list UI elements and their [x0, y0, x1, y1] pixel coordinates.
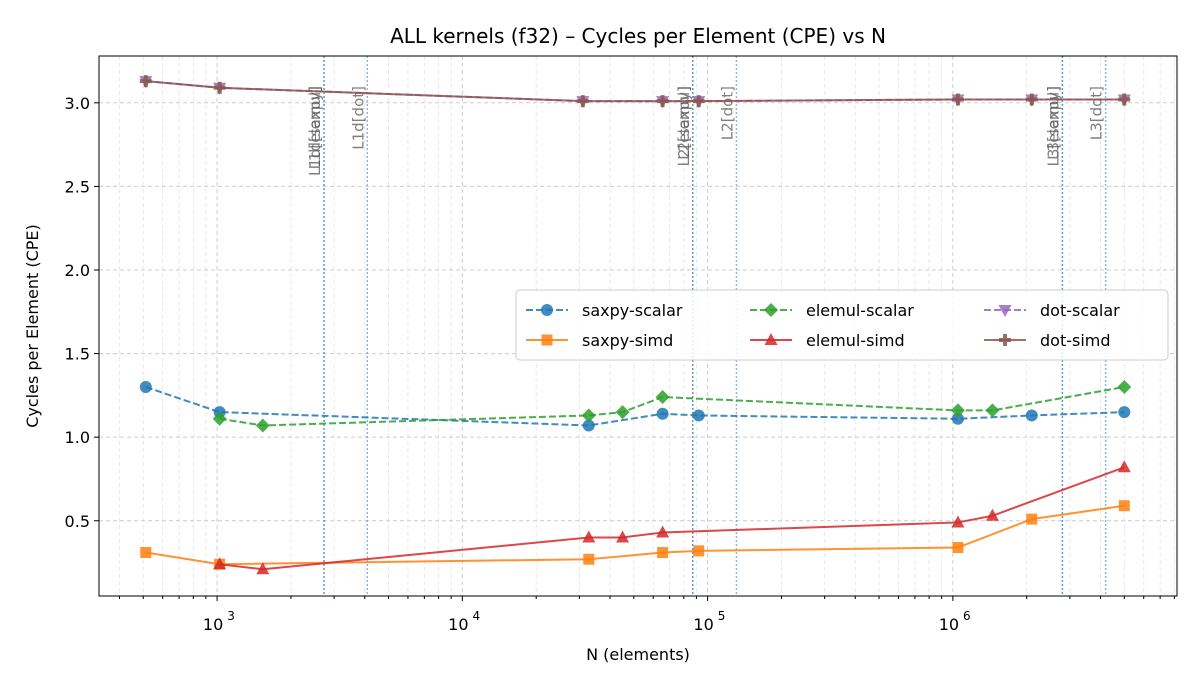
- data-point: [615, 405, 630, 420]
- data-point: [656, 95, 669, 108]
- legend-marker: [541, 304, 553, 316]
- legend-entry: saxpy-scalar: [526, 301, 683, 320]
- series: [139, 75, 1132, 575]
- series-saxpy-simd: [140, 500, 1130, 570]
- cache-level-label: L2[dot]: [718, 86, 736, 140]
- y-tick-label: 0.5: [65, 512, 90, 531]
- cache-level-label: L1d[elemul]: [306, 86, 324, 176]
- x-tick-label: 10: [448, 615, 468, 634]
- y-tick-label: 2.5: [65, 177, 90, 196]
- x-tick-exponent: 6: [963, 609, 971, 623]
- cache-lines: L1d[saxpy]L1d[elemul] L1d[dot] L2[saxpy]L2…: [306, 56, 1107, 596]
- data-point: [952, 542, 964, 554]
- legend-label: dot-scalar: [1040, 301, 1120, 320]
- cache-level-label: L2[saxpy]: [675, 86, 693, 160]
- series-line: [145, 386, 1125, 427]
- x-tick-exponent: 4: [473, 609, 481, 623]
- x-tick-label: 10: [693, 615, 713, 634]
- legend-marker: [764, 303, 778, 317]
- series-saxpy-scalar: [139, 381, 1131, 432]
- data-point: [213, 557, 227, 570]
- data-point: [985, 508, 999, 521]
- x-axis-title: N (elements): [586, 645, 690, 664]
- legend-marker: [999, 334, 1011, 346]
- legend-label: elemul-simd: [806, 331, 905, 350]
- x-tick-label: 10: [203, 615, 223, 634]
- chart-title: ALL kernels (f32) – Cycles per Element (…: [390, 24, 886, 48]
- x-tick-label: 10: [939, 615, 959, 634]
- data-point: [256, 562, 270, 575]
- legend-label: dot-simd: [1040, 331, 1111, 350]
- data-point: [1117, 380, 1132, 395]
- series-elemul-scalar: [212, 380, 1132, 433]
- series-elemul-simd: [213, 460, 1131, 575]
- data-point: [1117, 460, 1131, 473]
- data-point: [139, 75, 152, 88]
- data-point: [581, 408, 596, 423]
- series-line: [145, 80, 1125, 103]
- data-point: [656, 407, 669, 420]
- data-point: [1025, 93, 1038, 106]
- y-tick-label: 1.5: [65, 345, 90, 364]
- cache-level-label: L1d[saxpy]: [306, 86, 324, 169]
- plot-frame: [98, 55, 1178, 597]
- data-point: [657, 547, 669, 559]
- data-point: [692, 95, 705, 108]
- legend-entry: saxpy-simd: [526, 331, 673, 350]
- y-tick-label: 1.0: [65, 428, 90, 447]
- cache-level-label: L3[dot]: [1088, 86, 1106, 140]
- data-point: [139, 381, 152, 394]
- y-axis-title: Cycles per Element (CPE): [23, 224, 42, 428]
- data-point: [582, 419, 595, 432]
- data-point: [1118, 93, 1131, 106]
- x-tick-exponent: 5: [718, 609, 726, 623]
- legend-entry: elemul-scalar: [750, 301, 914, 320]
- data-point: [656, 525, 670, 538]
- data-point: [212, 411, 227, 426]
- legend: saxpy-scalar saxpy-simd elemul-scalar elemu…: [515, 289, 1169, 361]
- legend-label: saxpy-scalar: [582, 301, 683, 320]
- data-point: [985, 403, 1000, 418]
- legend-label: saxpy-simd: [582, 331, 673, 350]
- series-line: [219, 466, 1125, 571]
- data-point: [583, 553, 595, 565]
- y-tick-label: 2.0: [65, 261, 90, 280]
- data-point: [582, 530, 596, 543]
- data-point: [1026, 513, 1038, 525]
- legend-marker: [998, 305, 1012, 317]
- data-point: [692, 409, 705, 422]
- cache-level-label: L3[elemul]: [1044, 86, 1062, 167]
- data-point: [693, 545, 705, 557]
- data-point: [255, 418, 270, 433]
- legend-entry: dot-scalar: [984, 301, 1120, 320]
- x-tick-exponent: 3: [227, 609, 235, 623]
- data-point: [576, 95, 589, 108]
- data-point: [951, 93, 964, 106]
- data-point: [951, 515, 965, 528]
- series-line: [145, 504, 1125, 566]
- data-point: [951, 412, 964, 425]
- data-point: [616, 530, 630, 543]
- legend-entry: elemul-simd: [750, 331, 905, 350]
- data-point: [1025, 409, 1038, 422]
- data-point: [950, 403, 965, 418]
- legend-label: elemul-scalar: [806, 301, 914, 320]
- cache-level-label: L3[saxpy]: [1044, 86, 1062, 160]
- legend-marker: [764, 333, 778, 345]
- data-point: [140, 547, 152, 559]
- cache-level-label: L2[elemul]: [675, 86, 693, 167]
- legend-entry: dot-simd: [984, 331, 1111, 350]
- series-dot-simd: [139, 75, 1131, 108]
- axes: 0.5 1.0 1.5 2.0 2.5 3.0 10 3 10 4 10 5 10 6: [65, 94, 1175, 634]
- cache-level-label: L1d[dot]: [349, 86, 367, 150]
- legend-marker: [541, 334, 553, 346]
- data-point: [1118, 406, 1131, 419]
- data-point: [1118, 500, 1130, 512]
- data-point: [213, 81, 226, 94]
- data-point: [655, 390, 670, 405]
- y-tick-label: 3.0: [65, 94, 90, 113]
